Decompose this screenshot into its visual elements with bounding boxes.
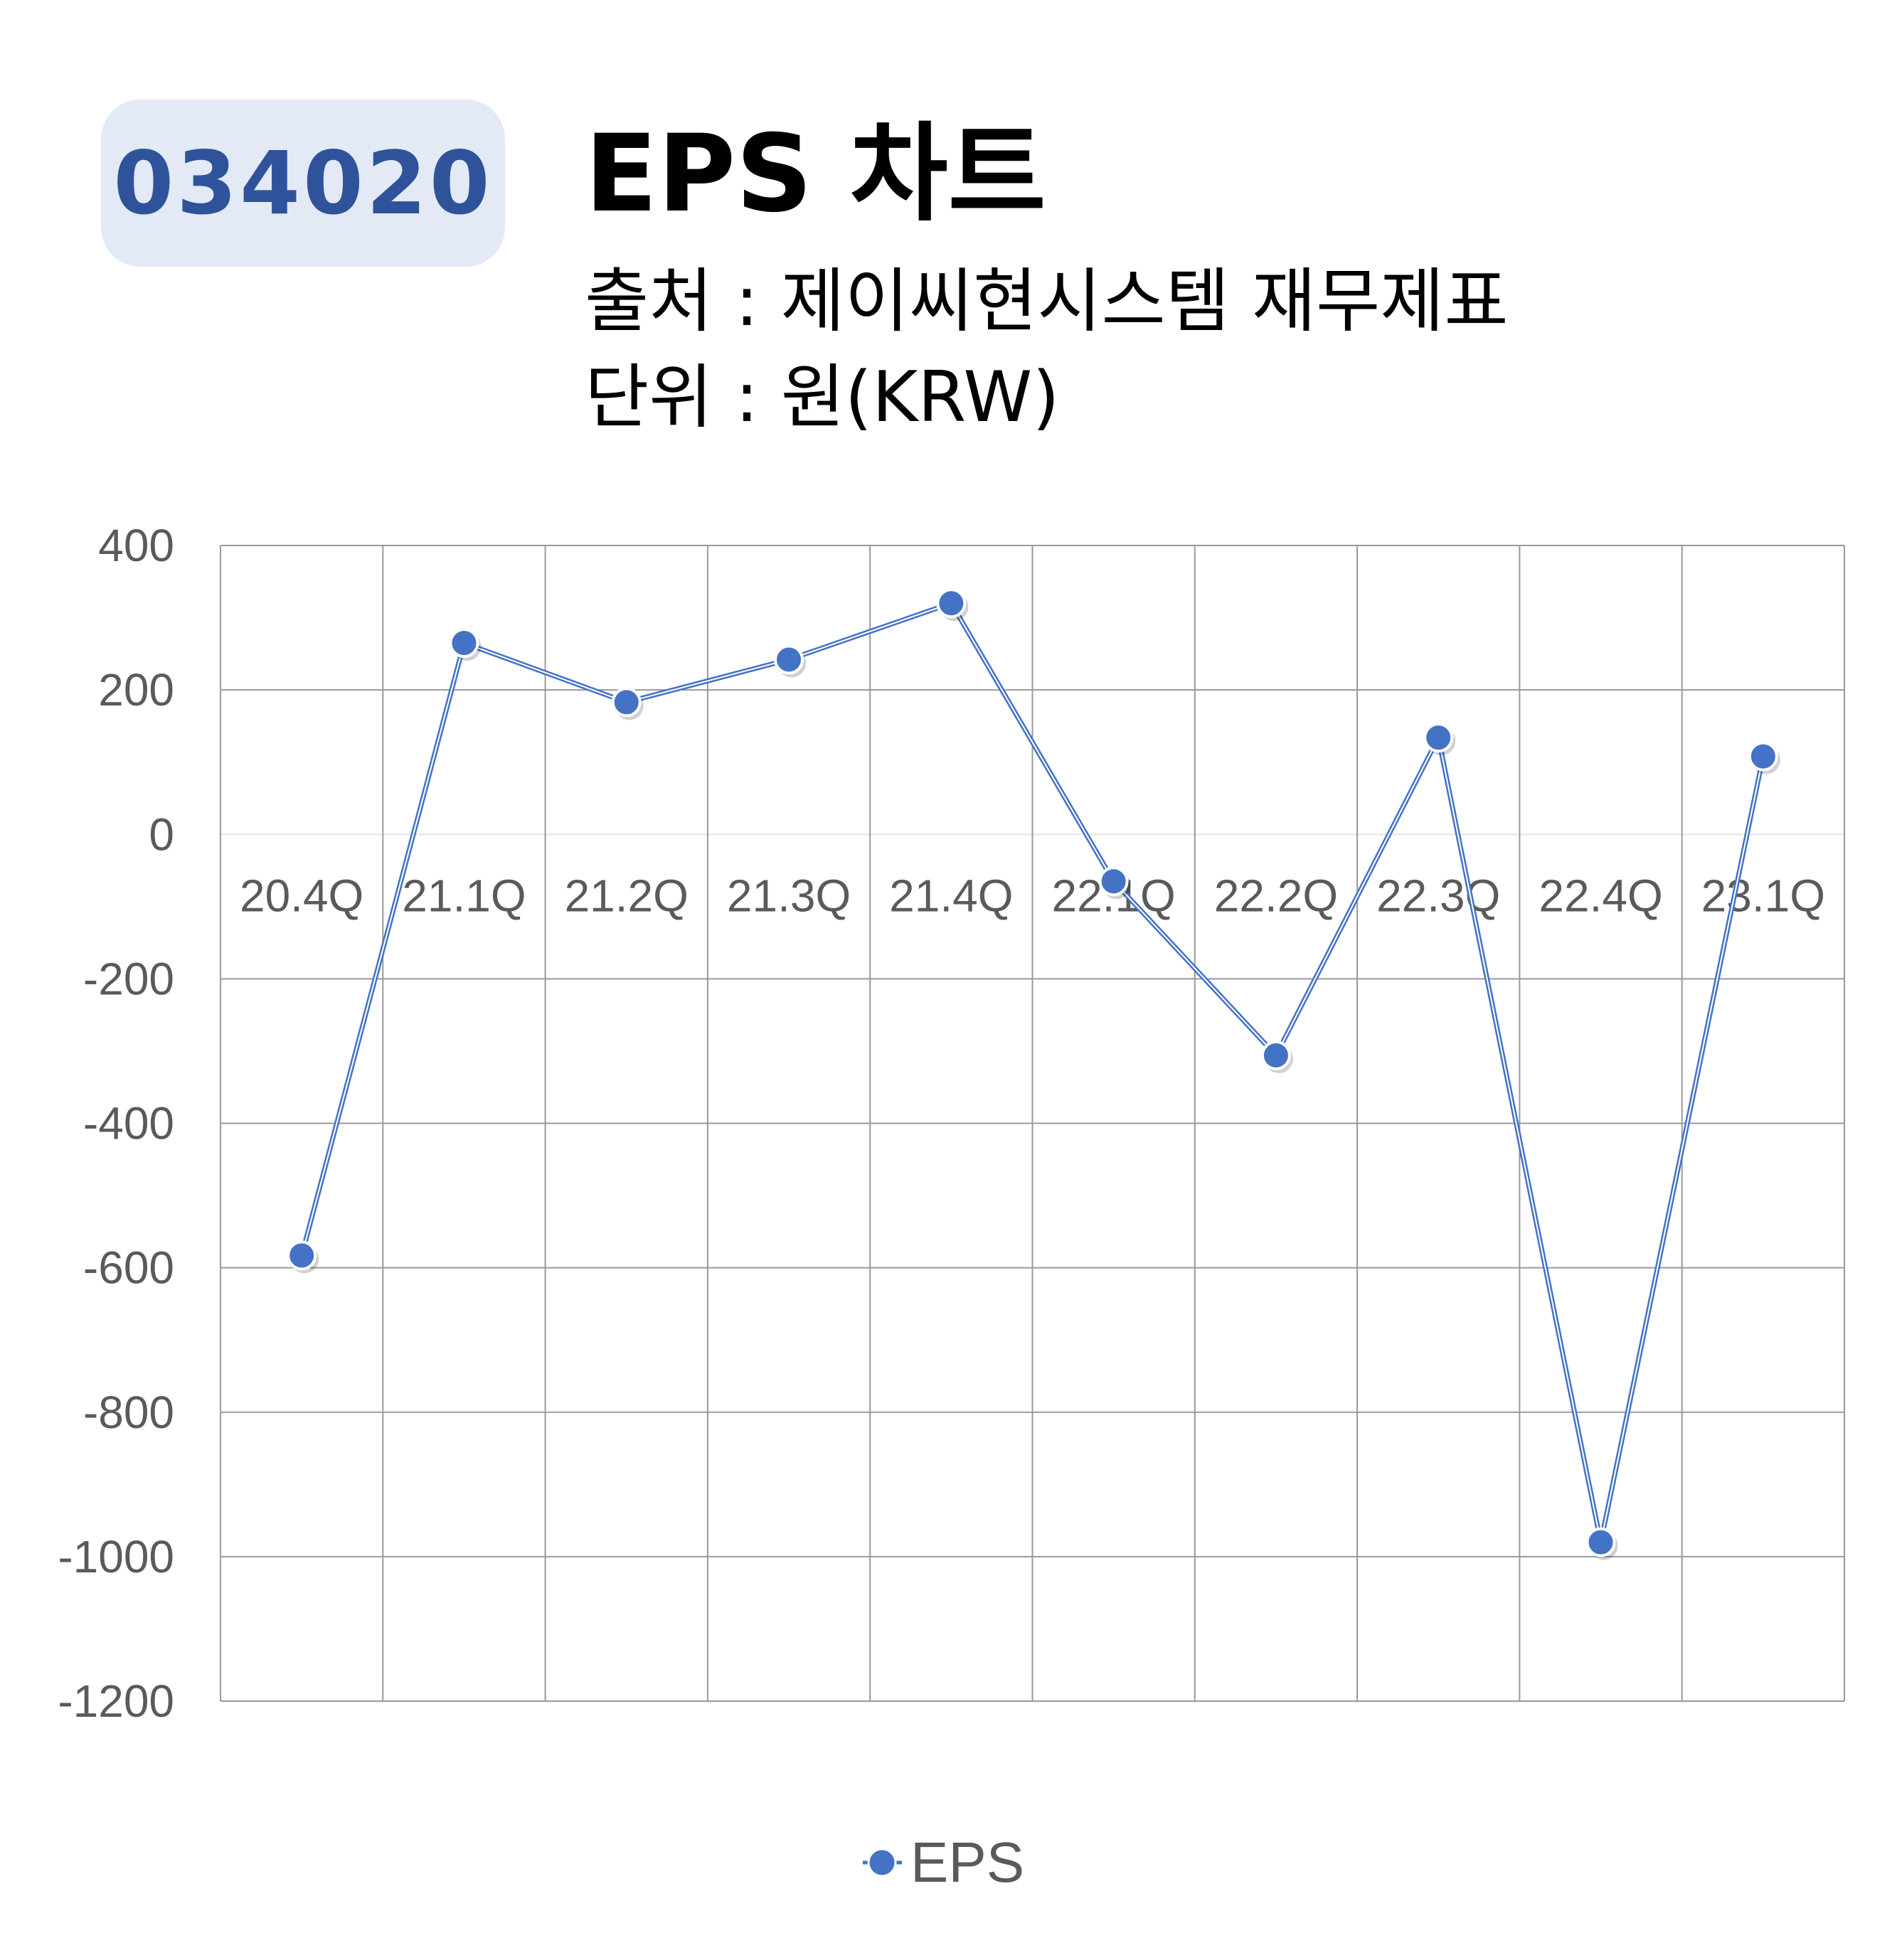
data-point: [1260, 1040, 1291, 1071]
y-tick-label: -800: [83, 1387, 174, 1438]
x-category-label: 22.4Q: [1539, 870, 1662, 921]
y-tick-label: -1200: [58, 1676, 174, 1727]
y-tick-label: -200: [83, 953, 174, 1004]
x-category-label: 22.2Q: [1214, 870, 1338, 921]
data-point: [611, 687, 642, 718]
y-tick-label: -600: [83, 1242, 174, 1294]
x-category-label: 21.4Q: [889, 870, 1013, 921]
series-line: [299, 600, 1766, 1545]
x-category-label: 22.3Q: [1376, 870, 1500, 921]
data-point: [936, 588, 967, 619]
x-category-label: 20.4Q: [240, 870, 363, 921]
chart-title: EPS 차트: [585, 112, 1046, 236]
y-tick-label: -400: [83, 1098, 174, 1149]
legend: EPS: [863, 1831, 1024, 1894]
series-points: [287, 588, 1780, 1560]
x-category-label: 23.1Q: [1701, 870, 1825, 921]
data-point: [287, 1240, 317, 1271]
y-tick-label: 200: [98, 664, 174, 715]
x-category-label: 21.2Q: [565, 870, 689, 921]
x-category-label: 21.1Q: [402, 870, 526, 921]
data-point: [774, 644, 804, 675]
y-tick-label: 400: [98, 520, 174, 571]
y-tick-label: -1000: [58, 1531, 174, 1582]
stock-code-badge: 034020: [101, 100, 505, 267]
x-category-label: 21.3Q: [727, 870, 851, 921]
y-axis-ticks: 400 200 0 -200 -400 -600 -800 -1000 -1200: [58, 520, 174, 1727]
y-tick-label: 0: [149, 809, 174, 860]
data-point: [1423, 723, 1454, 753]
unit-text: 단위 : 원(KRW): [585, 357, 1060, 438]
data-point: [1098, 866, 1129, 897]
source-text: 출처 : 제이씨현시스템 재무제표: [585, 261, 1509, 342]
x-axis-categories: 20.4Q21.1Q21.2Q21.3Q21.4Q22.1Q22.2Q22.3Q…: [240, 870, 1825, 921]
series-line-inner: [301, 602, 1764, 1543]
stock-code: 034020: [113, 132, 493, 234]
legend-marker: [867, 1848, 897, 1878]
data-point: [449, 628, 479, 659]
data-point: [1585, 1527, 1616, 1557]
legend-label: EPS: [910, 1831, 1024, 1894]
data-point: [1748, 741, 1778, 772]
